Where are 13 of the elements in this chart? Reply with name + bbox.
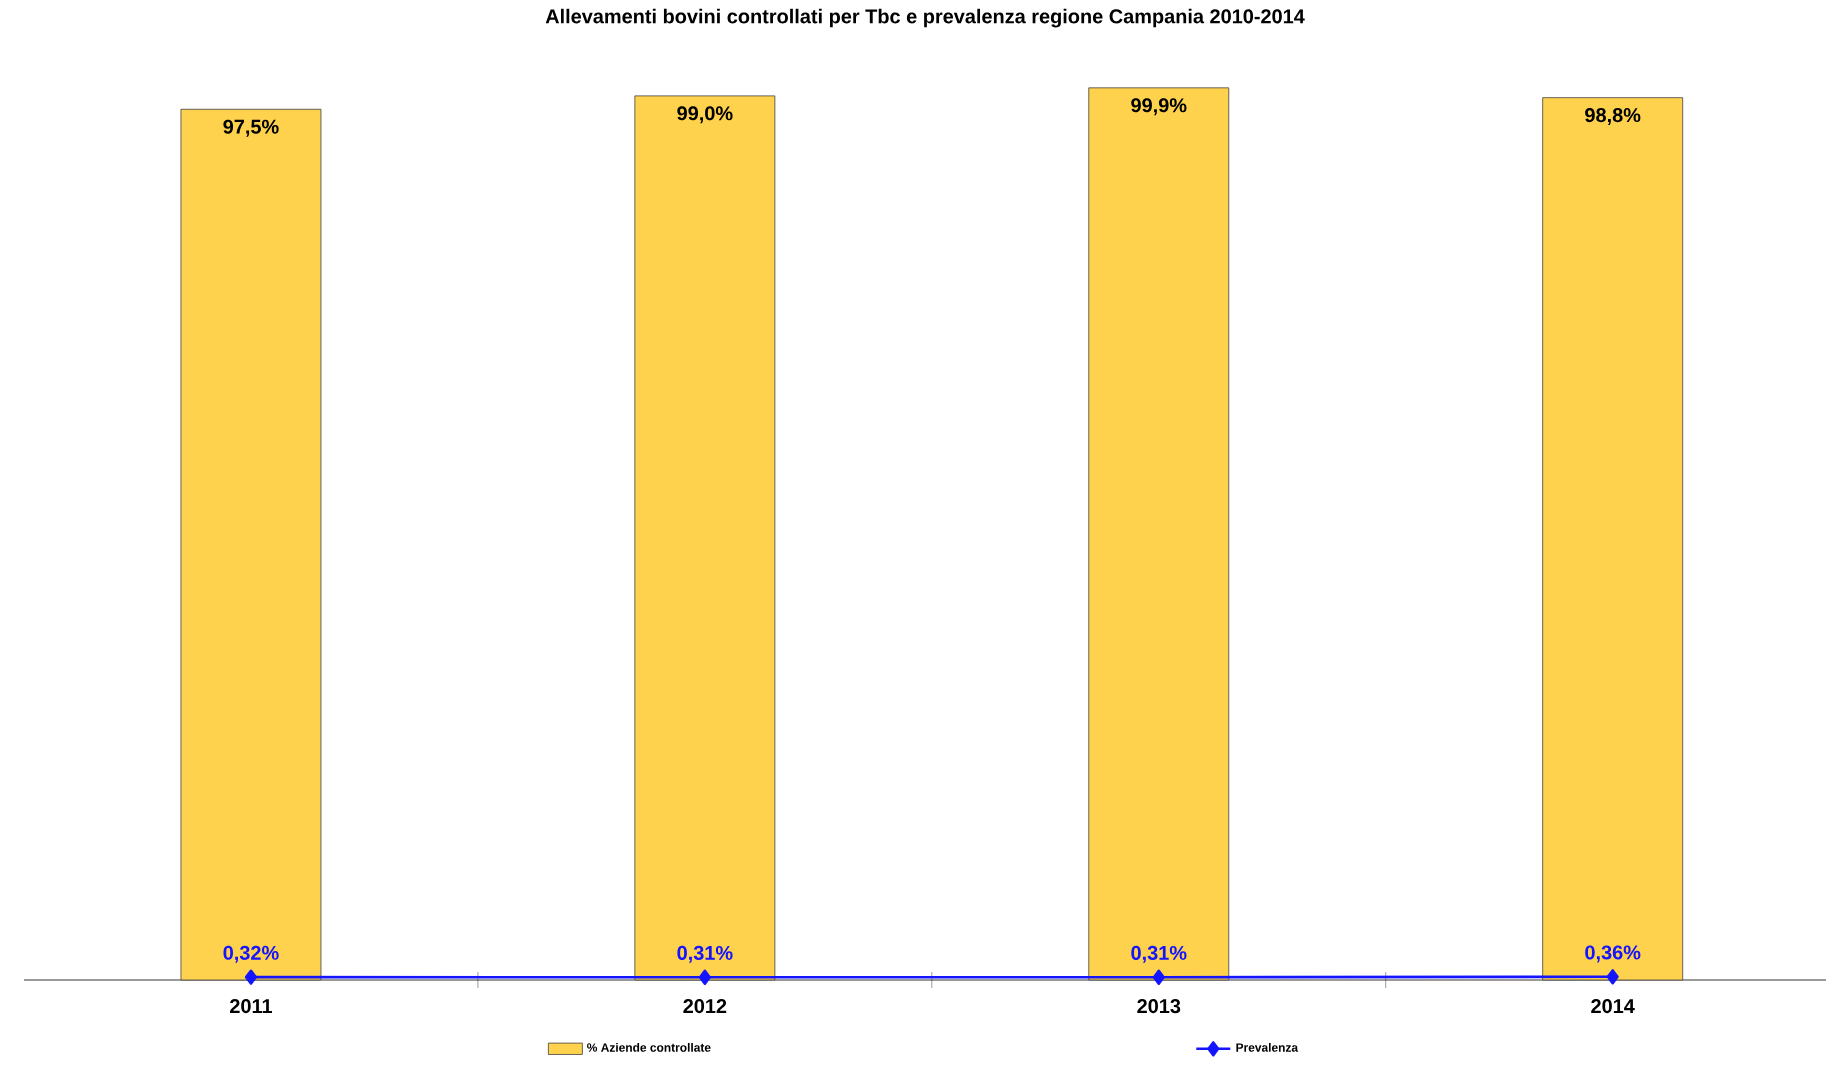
x-tick-label: 2012 (683, 999, 727, 1014)
data-label: 0,36% (1585, 945, 1641, 963)
data-label: 0,31% (677, 945, 733, 963)
data-label: 99,9% (1131, 98, 1187, 116)
x-tick-label: 2014 (1591, 999, 1635, 1014)
data-label: 97,5% (223, 119, 279, 137)
data-label: 0,32% (223, 945, 279, 963)
data-label: 98,8% (1585, 108, 1641, 126)
x-tick-label: 2013 (1137, 999, 1181, 1014)
data-label: 99,0% (677, 106, 733, 124)
data-label: 0,31% (1131, 945, 1187, 963)
chart-title: Allevamenti bovini controllati per Tbc e prevalenza regione Campania 2010-2014 (545, 8, 1305, 28)
x-tick-label: 2011 (230, 999, 273, 1014)
